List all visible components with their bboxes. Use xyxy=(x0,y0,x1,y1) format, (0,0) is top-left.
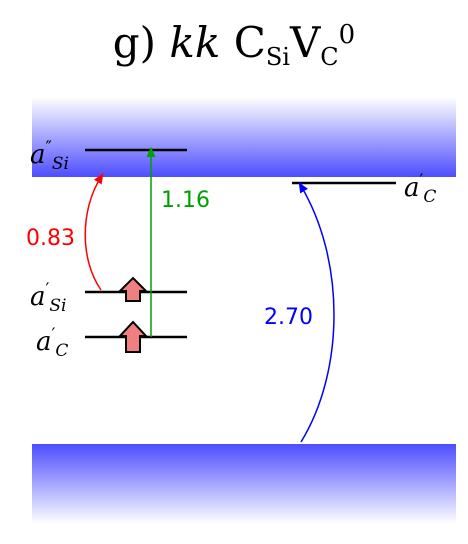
title-prefix: g) xyxy=(112,18,157,67)
transition-red-arrow xyxy=(84,173,104,291)
title-defect: CSiVC0 xyxy=(233,18,356,71)
label-a1-si: a′Si xyxy=(30,280,67,316)
value-1-16: 1.16 xyxy=(161,188,210,213)
label-a1-c-right: a′C xyxy=(404,171,437,207)
value-0-83: 0.83 xyxy=(26,226,75,251)
valence-band xyxy=(32,444,456,524)
label-a2-si: a″Si xyxy=(30,138,69,174)
diagram-title: g) kk CSiVC0 xyxy=(0,18,468,71)
transition-blue-arrow xyxy=(298,182,335,443)
spin-up-arrow-si xyxy=(117,276,149,302)
title-site: kk xyxy=(169,18,221,67)
conduction-band xyxy=(32,97,456,177)
label-a1-c-left: a′C xyxy=(36,325,69,361)
value-2-70: 2.70 xyxy=(264,305,313,330)
spin-up-arrow-c xyxy=(117,320,149,353)
